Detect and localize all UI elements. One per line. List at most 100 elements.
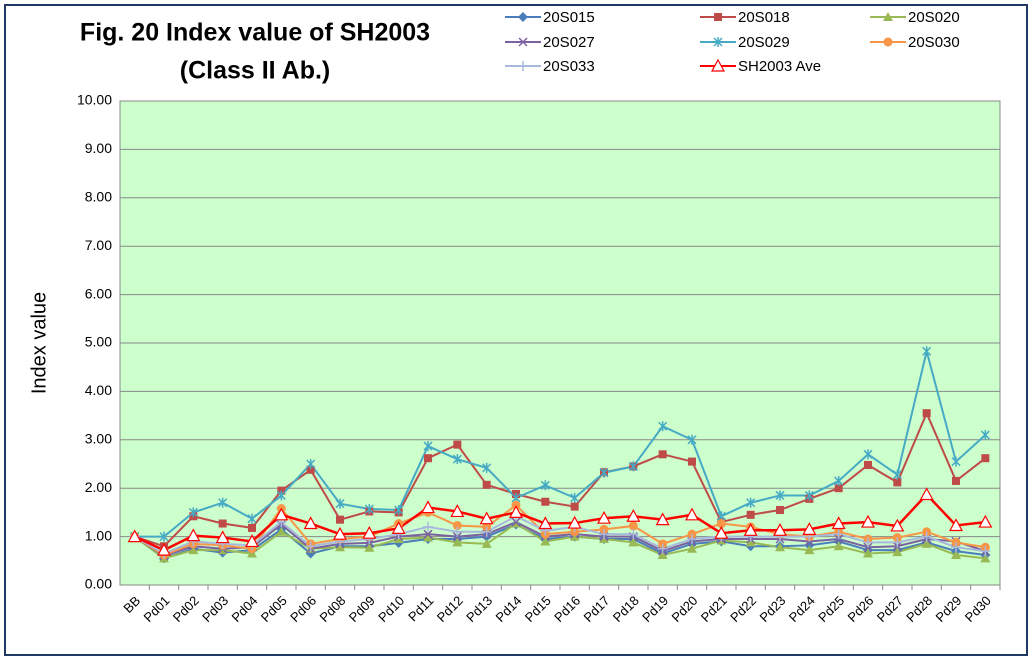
y-tick-label: 2.00 bbox=[85, 479, 112, 495]
legend-label: 20S029 bbox=[738, 34, 790, 51]
marker bbox=[215, 530, 230, 544]
marker bbox=[951, 456, 961, 467]
marker bbox=[951, 549, 961, 559]
series-line bbox=[134, 520, 986, 558]
marker bbox=[218, 519, 227, 528]
marker bbox=[423, 521, 433, 532]
marker bbox=[714, 13, 722, 21]
marker bbox=[247, 513, 257, 524]
marker bbox=[188, 545, 199, 555]
marker bbox=[453, 440, 462, 449]
marker bbox=[596, 510, 612, 524]
marker bbox=[716, 519, 726, 529]
marker bbox=[303, 516, 318, 530]
legend-label: 20S018 bbox=[738, 9, 790, 26]
marker bbox=[893, 478, 902, 487]
marker bbox=[518, 12, 528, 22]
marker bbox=[362, 525, 377, 539]
marker bbox=[305, 541, 316, 552]
marker bbox=[834, 484, 843, 493]
marker bbox=[864, 460, 872, 469]
marker bbox=[570, 502, 579, 511]
legend-label: SH2003 Ave bbox=[738, 58, 821, 75]
marker bbox=[570, 492, 580, 503]
marker bbox=[892, 547, 903, 557]
marker bbox=[710, 58, 726, 72]
legend-label: 20S015 bbox=[543, 9, 595, 26]
marker bbox=[306, 465, 315, 474]
marker bbox=[248, 523, 256, 532]
marker bbox=[860, 514, 876, 528]
marker bbox=[482, 480, 491, 489]
marker bbox=[628, 461, 638, 472]
marker bbox=[657, 543, 668, 554]
marker bbox=[658, 450, 667, 459]
series-line bbox=[134, 410, 986, 548]
marker bbox=[364, 504, 374, 515]
marker bbox=[518, 37, 528, 47]
marker bbox=[481, 538, 492, 548]
y-tick-label: 10.00 bbox=[77, 92, 112, 108]
marker bbox=[919, 487, 934, 501]
marker bbox=[391, 521, 406, 534]
marker bbox=[511, 500, 521, 510]
marker bbox=[952, 476, 960, 485]
marker bbox=[423, 441, 433, 452]
marker bbox=[479, 511, 494, 525]
marker bbox=[332, 526, 348, 540]
marker bbox=[423, 529, 433, 539]
series-line bbox=[134, 523, 986, 560]
marker bbox=[745, 537, 756, 547]
marker bbox=[713, 37, 723, 47]
marker bbox=[687, 534, 697, 545]
y-tick-label: 9.00 bbox=[85, 140, 112, 156]
marker bbox=[687, 434, 697, 445]
marker bbox=[541, 497, 550, 506]
chart-title: Fig. 20 Index value of SH2003 bbox=[80, 19, 430, 47]
marker bbox=[658, 421, 668, 432]
marker bbox=[746, 497, 756, 508]
marker bbox=[804, 545, 815, 555]
marker bbox=[540, 480, 550, 491]
marker bbox=[980, 429, 990, 440]
marker bbox=[980, 546, 991, 557]
marker bbox=[775, 490, 785, 501]
marker bbox=[951, 542, 961, 553]
marker bbox=[804, 490, 814, 501]
marker bbox=[188, 507, 198, 518]
chart-subtitle: (Class II Ab.) bbox=[180, 57, 331, 85]
marker bbox=[772, 523, 788, 536]
marker bbox=[452, 520, 462, 530]
marker bbox=[540, 536, 551, 546]
marker bbox=[657, 549, 668, 559]
legend-label: 20S033 bbox=[543, 58, 595, 75]
marker bbox=[452, 454, 462, 465]
legend-label: 20S020 bbox=[908, 9, 960, 26]
marker bbox=[883, 12, 893, 21]
marker bbox=[628, 537, 639, 547]
marker bbox=[518, 61, 528, 71]
marker bbox=[948, 518, 964, 532]
marker bbox=[980, 553, 991, 563]
marker bbox=[218, 497, 228, 508]
marker bbox=[452, 526, 463, 537]
marker bbox=[655, 512, 670, 526]
marker bbox=[450, 504, 465, 518]
marker bbox=[276, 526, 287, 536]
marker bbox=[746, 510, 755, 519]
marker bbox=[599, 529, 609, 540]
marker bbox=[834, 475, 844, 486]
legend-label: 20S030 bbox=[908, 34, 960, 51]
marker bbox=[276, 490, 286, 501]
marker bbox=[567, 515, 582, 529]
marker bbox=[892, 537, 903, 548]
marker bbox=[511, 517, 521, 527]
marker bbox=[833, 541, 844, 551]
marker bbox=[244, 534, 260, 548]
series-line bbox=[134, 515, 986, 555]
y-tick-label: 7.00 bbox=[85, 237, 112, 253]
y-tick-label: 0.00 bbox=[85, 576, 112, 592]
marker bbox=[863, 449, 873, 460]
marker bbox=[364, 542, 375, 552]
marker bbox=[833, 529, 844, 540]
